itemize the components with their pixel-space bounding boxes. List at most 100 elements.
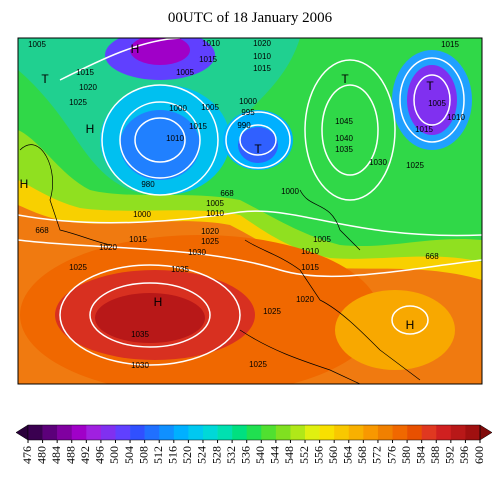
colorbar-tick-label: 484 xyxy=(49,446,63,464)
colorbar-tick-label: 564 xyxy=(341,446,355,464)
contour-label: 1015 xyxy=(301,263,319,272)
colorbar-segment xyxy=(290,425,306,440)
colorbar-tick-label: 536 xyxy=(238,446,252,464)
colorbar-tick-label: 576 xyxy=(384,446,398,464)
colorbar-segment xyxy=(465,425,481,440)
contour-label: 1000 xyxy=(281,187,299,196)
colorbar-segment xyxy=(319,425,335,440)
colorbar-tick-label: 504 xyxy=(122,446,136,464)
contour-label: 1025 xyxy=(263,307,281,316)
pressure-centre: T xyxy=(41,72,49,86)
contour-label: 1005 xyxy=(428,99,446,108)
colorbar-segment xyxy=(217,425,233,440)
colorbar-tick-label: 544 xyxy=(268,446,282,464)
colorbar-segment xyxy=(86,425,102,440)
contour-label: 1025 xyxy=(249,360,267,369)
colorbar-segment xyxy=(202,425,218,440)
colorbar-tick-label: 488 xyxy=(63,446,77,464)
colorbar-segment xyxy=(100,425,116,440)
contour-label: 1015 xyxy=(129,235,147,244)
contour-label: 1010 xyxy=(206,209,224,218)
colorbar-tick-label: 500 xyxy=(107,446,121,464)
colorbar-end xyxy=(15,424,29,441)
contour-label: 1030 xyxy=(131,361,149,370)
contour-label: 1040 xyxy=(335,134,353,143)
colorbar-tick-label: 540 xyxy=(253,446,267,464)
colorbar-segment xyxy=(28,425,43,440)
colorbar-segment xyxy=(421,425,437,440)
colorbar-segment xyxy=(450,425,466,440)
colorbar-tick-label: 516 xyxy=(166,446,180,464)
colorbar-segment xyxy=(246,425,262,440)
colorbar-segment xyxy=(334,425,350,440)
contour-label: 1030 xyxy=(369,158,387,167)
colorbar-segment xyxy=(363,425,379,440)
contour-label: 1000 xyxy=(239,97,257,106)
colorbar-segment xyxy=(407,425,422,440)
colorbar-segment xyxy=(144,425,160,440)
contour-label: 1035 xyxy=(171,265,189,274)
contour-label: 1035 xyxy=(131,330,149,339)
colorbar-tick-label: 524 xyxy=(195,446,209,464)
colorbar-tick-label: 508 xyxy=(136,446,150,464)
colorbar-tick-label: 580 xyxy=(399,446,413,464)
contour-label: 668 xyxy=(425,252,439,261)
colorbar-segment xyxy=(275,425,291,440)
pressure-centre: T xyxy=(341,72,349,86)
colorbar-segment xyxy=(130,425,145,440)
colorbar-segment xyxy=(115,425,131,440)
colorbar-end xyxy=(479,424,493,441)
colorbar-tick-label: 568 xyxy=(355,446,369,464)
pressure-centre: H xyxy=(406,318,415,332)
pressure-centre: H xyxy=(20,177,29,191)
contour-label: 1010 xyxy=(253,52,271,61)
contour-label: 1020 xyxy=(79,83,97,92)
contour-label: 1005 xyxy=(28,40,46,49)
contour-label: 1020 xyxy=(253,39,271,48)
pressure-centre: H xyxy=(86,122,95,136)
contour-label: 1010 xyxy=(202,39,220,48)
pressure-centre: T xyxy=(426,79,434,93)
colorbar-tick-label: 572 xyxy=(370,446,384,464)
contour-label: 1035 xyxy=(335,145,353,154)
contour-label: 1005 xyxy=(206,199,224,208)
colorbar-tick-label: 532 xyxy=(224,446,238,464)
contour-label: 980 xyxy=(141,180,155,189)
colorbar-segment xyxy=(436,425,452,440)
colorbar-segment xyxy=(159,425,175,440)
map xyxy=(18,38,482,384)
contour-label: 1015 xyxy=(415,125,433,134)
colorbar-tick-label: 496 xyxy=(93,446,107,464)
colorbar-segment xyxy=(348,425,364,440)
contour-label: 990 xyxy=(237,121,251,130)
contour-label: 1010 xyxy=(447,113,465,122)
colorbar-tick-label: 600 xyxy=(472,446,486,464)
colorbar-frame xyxy=(27,424,481,441)
contour-label: 1025 xyxy=(201,237,219,246)
colorbar-tick-label: 512 xyxy=(151,446,165,464)
colorbar-tick-label: 528 xyxy=(209,446,223,464)
colorbar-tick-label: 520 xyxy=(180,446,194,464)
contour-label: 1015 xyxy=(189,122,207,131)
colorbar-tick-label: 480 xyxy=(34,446,48,464)
colorbar-tick-label: 556 xyxy=(311,446,325,464)
colorbar-tick-label: 476 xyxy=(20,446,34,464)
contour-label: 1010 xyxy=(166,134,184,143)
colorbar-segment xyxy=(71,425,87,440)
colorbar-segment xyxy=(392,425,408,440)
contour-label: 1020 xyxy=(201,227,219,236)
colorbar-segment xyxy=(305,425,320,440)
contour-label: 1015 xyxy=(253,64,271,73)
contour-label: 668 xyxy=(220,189,234,198)
contour-label: 1020 xyxy=(99,243,117,252)
map-frame xyxy=(17,37,483,385)
colorbar-tick-label: 596 xyxy=(457,446,471,464)
colorbar-tick-label: 552 xyxy=(297,446,311,464)
contour-label: 1015 xyxy=(441,40,459,49)
colorbar-tick-label: 592 xyxy=(443,446,457,464)
colorbar-segment xyxy=(232,425,248,440)
colorbar-tick-label: 548 xyxy=(282,446,296,464)
contour-label: 995 xyxy=(241,108,255,117)
pressure-centre: H xyxy=(154,295,163,309)
